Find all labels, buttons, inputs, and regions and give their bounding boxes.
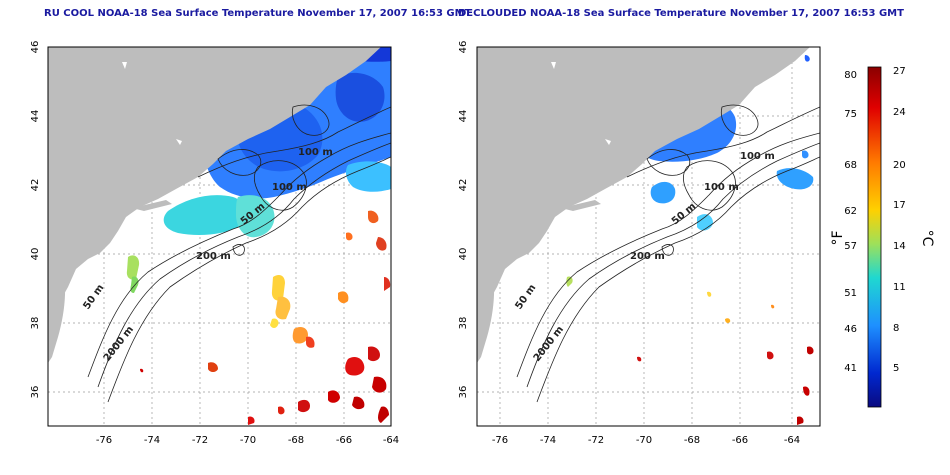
right-lat-tick: 36	[458, 386, 469, 399]
left-lon-tick: -76	[96, 435, 112, 446]
right-lat-tick: 38	[458, 317, 469, 330]
left-lon-tick: -70	[240, 435, 256, 446]
colorbar-c-tick: 14	[893, 241, 906, 252]
colorbar-c-ticks: 27 24 20 17 14 11 8 5	[893, 66, 906, 374]
colorbar-celsius-label: °C	[919, 230, 935, 247]
right-lat-ticks: 36 38 40 42 44 46	[458, 41, 469, 399]
colorbar-f-tick: 62	[844, 206, 857, 217]
colorbar-c-tick: 8	[893, 323, 899, 334]
right-lon-ticks: -76 -74 -72 -70 -68 -66 -64	[492, 435, 800, 446]
right-contour-label-200m: 200 m	[630, 251, 665, 262]
colorbar-c-tick: 27	[893, 66, 906, 77]
colorbar-f-tick: 75	[844, 109, 857, 120]
right-lon-tick: -76	[492, 435, 508, 446]
colorbar: 80 75 68 62 57 51 46 41 27 24 20 17 14 1…	[830, 66, 935, 408]
left-lon-tick: -72	[192, 435, 208, 446]
colorbar-fahrenheit-label: °F	[830, 230, 846, 245]
right-lon-tick: -70	[636, 435, 652, 446]
left-lon-tick: -68	[288, 435, 304, 446]
right-lat-tick: 40	[458, 248, 469, 261]
left-contour-label-200m: 200 m	[196, 251, 231, 262]
left-contour-label-100m: 100 m	[272, 182, 307, 193]
right-lon-tick: -64	[784, 435, 800, 446]
left-lat-tick: 44	[30, 110, 41, 123]
colorbar-f-tick: 68	[844, 160, 857, 171]
colorbar-gradient	[867, 66, 882, 408]
left-map: 100 m 100 m 50 m 50 m 200 m 2000 m -76 -…	[30, 41, 399, 446]
right-contour-label-100m-b: 100 m	[740, 151, 775, 162]
left-lon-tick: -74	[144, 435, 160, 446]
colorbar-f-tick: 46	[844, 324, 857, 335]
right-lon-tick: -68	[684, 435, 700, 446]
left-lat-tick: 42	[30, 179, 41, 192]
colorbar-c-tick: 20	[893, 160, 906, 171]
right-lon-tick: -66	[732, 435, 748, 446]
right-map-title: DECLOUDED NOAA-18 Sea Surface Temperatur…	[458, 8, 904, 19]
left-map-frame	[47, 46, 392, 427]
right-lat-tick: 44	[458, 110, 469, 123]
right-lon-tick: -72	[588, 435, 604, 446]
left-lat-tick: 46	[30, 41, 41, 54]
right-map-frame	[476, 46, 821, 427]
right-map: 100 m 100 m 50 m 50 m 200 m 2000 m -76 -…	[458, 41, 821, 446]
right-lat-tick: 46	[458, 41, 469, 54]
right-lon-tick: -74	[540, 435, 556, 446]
colorbar-f-tick: 41	[844, 363, 857, 374]
right-lat-tick: 42	[458, 179, 469, 192]
left-lon-tick: -66	[336, 435, 352, 446]
left-map-title: RU COOL NOAA-18 Sea Surface Temperature …	[44, 8, 472, 19]
left-contour-label-100m-b: 100 m	[298, 147, 333, 158]
left-lat-tick: 40	[30, 248, 41, 261]
colorbar-c-tick: 11	[893, 282, 906, 293]
colorbar-c-tick: 17	[893, 200, 906, 211]
colorbar-f-tick: 57	[844, 241, 857, 252]
left-lat-tick: 36	[30, 386, 41, 399]
colorbar-f-ticks: 80 75 68 62 57 51 46 41	[844, 70, 857, 374]
right-contour-label-100m: 100 m	[704, 182, 739, 193]
left-lat-ticks: 36 38 40 42 44 46	[30, 41, 41, 399]
colorbar-f-tick: 80	[844, 70, 857, 81]
colorbar-c-tick: 24	[893, 107, 906, 118]
left-lat-tick: 38	[30, 317, 41, 330]
colorbar-f-tick: 51	[844, 288, 857, 299]
colorbar-c-tick: 5	[893, 363, 899, 374]
left-lon-ticks: -76 -74 -72 -70 -68 -66 -64	[96, 435, 399, 446]
left-lon-tick: -64	[383, 435, 399, 446]
